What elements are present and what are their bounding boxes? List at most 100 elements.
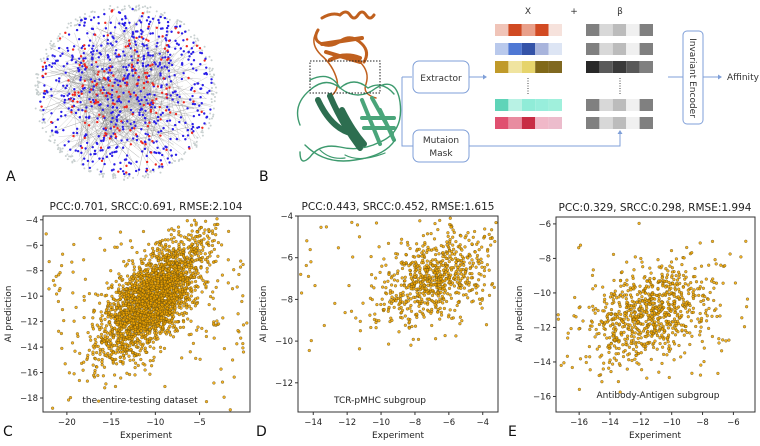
data-point	[194, 241, 197, 244]
blue-node	[157, 119, 159, 121]
blue-node	[92, 146, 94, 148]
data-point	[137, 317, 140, 320]
blue-node	[79, 116, 81, 118]
blue-node	[158, 22, 160, 24]
y-tick-label: −10	[275, 337, 293, 347]
blue-node	[174, 47, 176, 49]
data-point	[458, 246, 461, 249]
data-point	[182, 326, 185, 329]
blue-node	[130, 109, 132, 111]
blue-node	[129, 123, 131, 125]
data-point	[185, 303, 188, 306]
data-point	[414, 261, 417, 264]
blue-node	[142, 65, 144, 67]
data-point	[110, 341, 113, 344]
data-point	[162, 271, 165, 274]
data-point	[173, 310, 176, 313]
data-point	[640, 336, 643, 339]
data-point	[159, 346, 162, 349]
data-point	[76, 332, 79, 335]
data-point	[103, 249, 106, 252]
data-point	[469, 255, 472, 258]
data-point	[442, 255, 445, 258]
data-point	[171, 322, 174, 325]
data-point	[221, 381, 224, 384]
red-node	[147, 40, 149, 42]
ring-node	[144, 5, 146, 7]
blue-node	[190, 63, 192, 65]
data-point	[383, 308, 386, 311]
red-node	[44, 73, 46, 75]
data-point	[158, 243, 161, 246]
blue-node	[110, 96, 112, 98]
data-point	[419, 284, 422, 287]
red-node	[101, 92, 103, 94]
data-point	[448, 260, 451, 263]
blue-node	[122, 126, 124, 128]
blue-node	[154, 106, 156, 108]
data-point	[401, 267, 404, 270]
red-node	[131, 66, 133, 68]
blue-node	[50, 94, 52, 96]
data-point	[426, 260, 429, 263]
data-point	[60, 264, 63, 267]
data-point	[138, 268, 141, 271]
red-node	[104, 78, 106, 80]
blue-node	[110, 22, 112, 24]
data-point	[480, 246, 483, 249]
data-point	[457, 301, 460, 304]
blue-node	[84, 57, 86, 59]
blue-node	[126, 77, 128, 79]
blue-node	[110, 72, 112, 74]
data-point	[239, 337, 242, 340]
data-point	[481, 299, 484, 302]
data-point	[91, 316, 94, 319]
data-point	[179, 289, 182, 292]
blue-node	[72, 56, 74, 58]
blue-node	[199, 96, 201, 98]
data-point	[141, 318, 144, 321]
blue-node	[82, 163, 84, 165]
data-point	[140, 309, 143, 312]
beta-cell	[586, 99, 599, 111]
blue-node	[113, 163, 115, 165]
data-point	[164, 263, 167, 266]
data-point	[350, 310, 353, 313]
scatter-charts: PCC:0.701, SRCC:0.691, RMSE:2.104 Experi…	[3, 201, 755, 441]
data-point	[195, 329, 198, 332]
beta-cell	[626, 24, 639, 36]
ring-node	[208, 68, 210, 70]
data-point	[391, 319, 394, 322]
blue-node	[122, 50, 124, 52]
data-point	[170, 287, 173, 290]
data-point	[413, 282, 416, 285]
data-point	[439, 307, 442, 310]
red-node	[165, 93, 167, 95]
blue-node	[110, 42, 112, 44]
data-point	[375, 321, 378, 324]
blue-node	[139, 103, 141, 105]
data-point	[407, 300, 410, 303]
blue-node	[86, 32, 88, 34]
blue-node	[66, 47, 68, 49]
ring-node	[181, 158, 183, 160]
blue-node	[98, 78, 100, 80]
data-point	[402, 291, 405, 294]
data-point	[206, 260, 209, 263]
red-node	[97, 73, 99, 75]
data-point	[213, 308, 216, 311]
blue-node	[155, 122, 157, 124]
data-point	[477, 278, 480, 281]
x-feature-label: X	[525, 7, 531, 17]
red-node	[133, 127, 135, 129]
data-point	[151, 282, 154, 285]
data-point	[200, 252, 203, 255]
data-point	[156, 289, 159, 292]
data-point	[131, 342, 134, 345]
blue-node	[178, 121, 180, 123]
red-node	[107, 92, 109, 94]
data-point	[118, 284, 121, 287]
data-point	[216, 223, 219, 226]
data-point	[88, 349, 91, 352]
network-graph-panel	[34, 4, 217, 180]
